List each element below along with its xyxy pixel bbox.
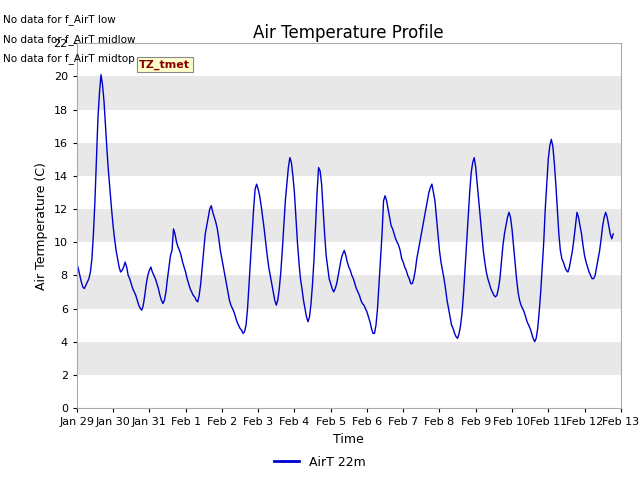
Bar [77, 109, 621, 143]
Text: TZ_tmet: TZ_tmet [140, 60, 190, 70]
Text: No data for f_AirT midlow: No data for f_AirT midlow [3, 34, 136, 45]
Y-axis label: Air Termperature (C): Air Termperature (C) [35, 162, 48, 289]
Bar [77, 209, 621, 242]
X-axis label: Time: Time [333, 432, 364, 445]
Text: No data for f_AirT low: No data for f_AirT low [3, 14, 116, 25]
Bar [77, 342, 621, 375]
Legend: AirT 22m: AirT 22m [269, 451, 371, 474]
Bar [77, 143, 621, 176]
Bar [77, 242, 621, 276]
Text: No data for f_AirT midtop: No data for f_AirT midtop [3, 53, 135, 64]
Bar [77, 176, 621, 209]
Bar [77, 375, 621, 408]
Title: Air Temperature Profile: Air Temperature Profile [253, 24, 444, 42]
Bar [77, 76, 621, 109]
Bar [77, 276, 621, 309]
Bar [77, 43, 621, 76]
Bar [77, 309, 621, 342]
